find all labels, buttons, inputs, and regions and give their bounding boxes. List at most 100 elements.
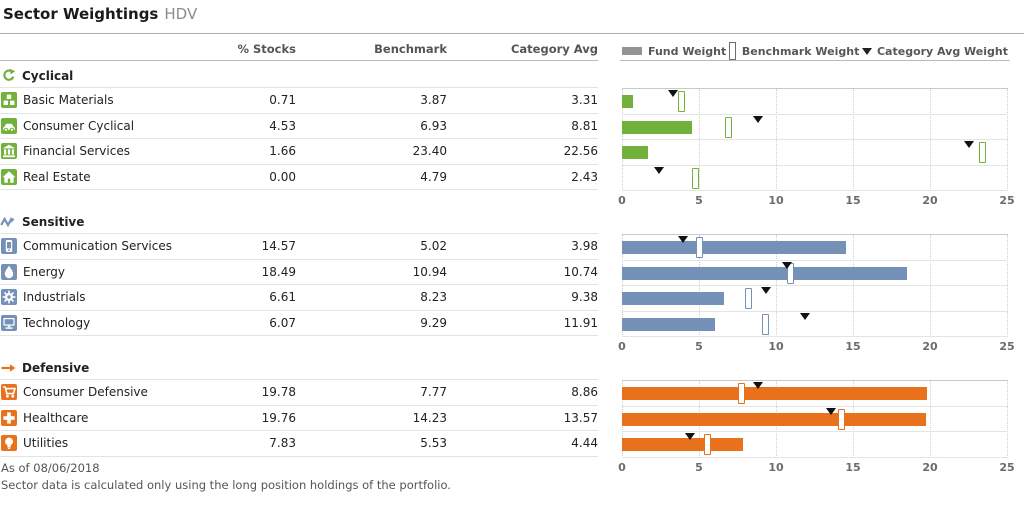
sector-label: Consumer Cyclical <box>23 118 135 133</box>
category-avg-marker <box>667 90 678 97</box>
benchmark-weight-marker <box>761 313 769 335</box>
ticker-label: HDV <box>164 5 198 23</box>
axis-tick-label: 10 <box>768 340 784 353</box>
benchmark-weight-marker <box>695 237 703 258</box>
axis-tick-label: 10 <box>768 194 784 207</box>
fund-weight-bar <box>622 146 648 159</box>
stocks-value: 18.49 <box>261 264 296 279</box>
gridline <box>853 89 854 191</box>
defensive-chart <box>622 380 1008 458</box>
stocks-value: 6.61 <box>269 290 296 305</box>
table-column-headers: % Stocks Benchmark Category Avg <box>0 42 598 60</box>
utilities-icon <box>1 435 17 452</box>
sector-label: Industrials <box>23 290 86 305</box>
sector-label: Healthcare <box>23 410 89 425</box>
stocks-value: 19.76 <box>261 410 296 425</box>
category-avg-marker <box>825 407 836 415</box>
fund-weight-bar <box>622 120 692 134</box>
sector-label: Utilities <box>23 436 69 451</box>
axis-tick-label: 5 <box>695 340 703 353</box>
gridline <box>622 89 623 191</box>
benchmark-value: 5.02 <box>420 239 447 254</box>
basic-materials-icon <box>1 92 17 109</box>
benchmark-value: 14.23 <box>412 410 447 425</box>
sector-label: Technology <box>23 315 91 330</box>
category-avg-marker <box>761 287 772 294</box>
x-axis: 0 5 10 15 20 25 <box>618 338 1014 353</box>
legend-benchmark-label: Benchmark Weight <box>741 44 860 58</box>
axis-tick-label: 0 <box>618 194 626 207</box>
benchmark-value: 9.29 <box>420 315 447 330</box>
benchmark-weight-marker <box>978 142 986 163</box>
chart-row <box>622 166 1008 191</box>
x-axis: 0 5 10 15 20 25 <box>618 459 1014 474</box>
category-avg-value: 22.56 <box>563 144 598 159</box>
stocks-value: 14.57 <box>261 239 296 254</box>
fund-weight-swatch-icon <box>622 47 642 55</box>
category-avg-value: 11.91 <box>563 315 598 330</box>
chart-row <box>622 312 1008 337</box>
benchmark-value: 3.87 <box>420 93 447 108</box>
fund-weight-bar <box>622 387 927 400</box>
financial-services-icon <box>1 143 17 160</box>
table-row: Energy 18.49 10.94 10.74 <box>0 260 598 285</box>
stocks-value: 19.78 <box>261 385 296 400</box>
stocks-value: 6.07 <box>269 315 296 330</box>
column-header-benchmark: Benchmark <box>374 42 447 56</box>
category-avg-value: 3.98 <box>571 239 598 254</box>
fund-weight-bar <box>622 95 633 108</box>
table-row: Consumer Cyclical 4.53 6.93 8.81 <box>0 114 598 139</box>
benchmark-value: 6.93 <box>420 118 447 133</box>
consumer-cyclical-icon <box>1 117 17 134</box>
gridline <box>930 235 931 337</box>
industrials-icon <box>1 289 17 306</box>
axis-tick-label: 15 <box>845 340 861 353</box>
axis-tick-label: 5 <box>695 460 703 474</box>
chart-row <box>622 261 1008 286</box>
column-header-category-avg: Category Avg <box>510 42 598 56</box>
benchmark-value: 10.94 <box>412 264 447 279</box>
fund-weight-bar <box>622 266 907 280</box>
category-avg-value: 4.44 <box>571 436 598 451</box>
stocks-value: 1.66 <box>269 144 296 159</box>
benchmark-value: 5.53 <box>420 436 447 451</box>
axis-tick-label: 15 <box>845 460 861 474</box>
legend-item-benchmark: Benchmark Weight <box>728 42 860 60</box>
communication-services-icon <box>1 238 17 255</box>
benchmark-weight-marker <box>837 408 845 430</box>
sensitive-icon <box>0 214 16 230</box>
section-header-defensive: Defensive <box>0 356 598 380</box>
table-row: Communication Services 14.57 5.02 3.98 <box>0 234 598 260</box>
section-label: Defensive <box>22 360 90 375</box>
real-estate-icon <box>1 168 17 185</box>
cyclical-chart <box>622 88 1008 191</box>
table-row: Basic Materials 0.71 3.87 3.31 <box>0 88 598 114</box>
gridline <box>853 235 854 337</box>
energy-icon <box>1 263 17 280</box>
benchmark-weight-swatch-icon <box>728 42 736 60</box>
section-gap <box>0 336 598 356</box>
fund-weight-bar <box>622 241 847 254</box>
page-title: Sector Weightings HDV <box>3 5 197 23</box>
stocks-value: 7.83 <box>269 436 296 451</box>
gridline <box>776 235 777 337</box>
column-header-stocks: % Stocks <box>237 42 296 56</box>
table-row: Financial Services 1.66 23.40 22.56 <box>0 139 598 165</box>
axis-tick-label: 5 <box>695 194 703 207</box>
stocks-value: 4.53 <box>269 118 296 133</box>
chart-legend: Fund Weight Benchmark Weight Category Av… <box>622 42 1008 60</box>
gridline <box>1007 89 1008 191</box>
axis-tick-label: 25 <box>999 340 1015 353</box>
sector-label: Financial Services <box>23 144 130 159</box>
table-row: Industrials 6.61 8.23 9.38 <box>0 285 598 311</box>
stocks-value: 0.71 <box>269 93 296 108</box>
axis-tick-label: 20 <box>922 194 938 207</box>
cyclical-icon <box>0 68 16 84</box>
fund-weight-bar <box>622 317 716 331</box>
axis-tick-label: 0 <box>618 460 626 474</box>
chart-row <box>622 115 1008 140</box>
category-avg-value: 8.86 <box>571 385 598 400</box>
benchmark-weight-marker <box>745 288 753 309</box>
axis-tick-label: 10 <box>768 460 784 474</box>
